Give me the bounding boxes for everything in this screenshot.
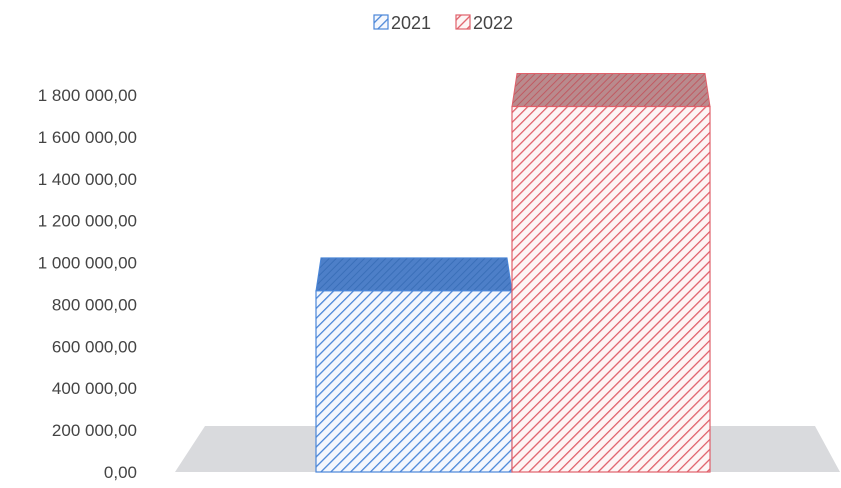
y-tick-label: 1 200 000,00 (38, 212, 137, 231)
legend-item-2022: 2022 (456, 13, 513, 33)
bar-top-2021 (316, 258, 512, 291)
y-axis-ticks: 0,00 200 000,00 400 000,00 600 000,00 800 00… (38, 86, 137, 482)
legend-label-2022: 2022 (473, 13, 513, 33)
y-tick-label: 1 800 000,00 (38, 86, 137, 105)
bar-2022 (512, 74, 710, 472)
legend-item-2021: 2021 (374, 13, 431, 33)
legend-swatch-2022 (456, 15, 470, 29)
legend-swatch-2021 (374, 15, 388, 29)
y-tick-label: 1 600 000,00 (38, 128, 137, 147)
bar-face-2021 (316, 291, 512, 472)
y-tick-label: 600 000,00 (52, 337, 137, 356)
bar-face-2022 (512, 107, 710, 472)
y-tick-label: 1 000 000,00 (38, 254, 137, 273)
y-tick-label: 800 000,00 (52, 295, 137, 314)
y-tick-label: 0,00 (104, 463, 137, 482)
y-tick-label: 200 000,00 (52, 421, 137, 440)
bars (316, 74, 710, 472)
y-tick-label: 1 400 000,00 (38, 170, 137, 189)
y-tick-label: 400 000,00 (52, 379, 137, 398)
bar-top-2022 (512, 74, 710, 107)
legend-label-2021: 2021 (391, 13, 431, 33)
bar-2021 (316, 258, 512, 472)
legend: 2021 2022 (374, 13, 513, 33)
